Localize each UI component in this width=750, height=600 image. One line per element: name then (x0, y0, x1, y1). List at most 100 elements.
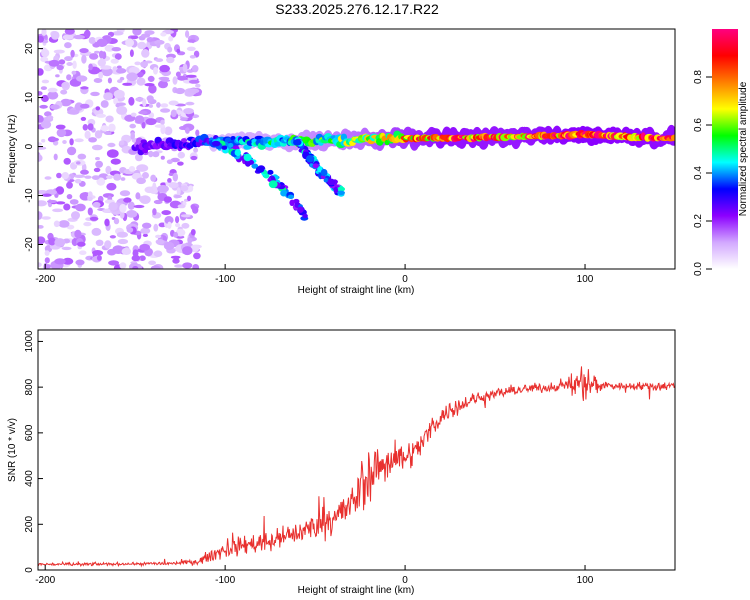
spectrogram-cell (158, 80, 168, 89)
spectrogram-cell (337, 190, 345, 195)
spectrogram-cell (38, 146, 47, 150)
spectrogram-cell (100, 125, 109, 132)
spectrogram-cell (188, 79, 200, 84)
y-tick-label: -20 (24, 237, 35, 252)
snr-series-line (38, 366, 675, 568)
spectrogram-cell (185, 74, 197, 78)
spectrogram-cell (54, 258, 66, 265)
spectrogram-cell (87, 123, 94, 131)
spectrogram-cell (84, 29, 91, 38)
spectrogram-cell (96, 255, 102, 261)
spectrogram-cell (129, 49, 134, 57)
spectrogram-cell (112, 66, 118, 71)
colorbar-tick-label: 0.0 (693, 262, 704, 276)
spectrogram-cell (164, 126, 173, 136)
colorbar-gradient (712, 29, 738, 269)
spectrogram-cell (38, 200, 47, 207)
x-tick-label: -100 (215, 274, 235, 285)
spectrogram-cell (289, 199, 295, 206)
spectrogram-cell (170, 109, 177, 118)
spectrogram-cell (63, 203, 71, 211)
spectrogram-cell (221, 145, 228, 150)
spectrogram-cell (55, 124, 66, 130)
spectrogram-cell (62, 257, 74, 265)
spectrogram-cell (161, 210, 171, 216)
spectrogram-cell (41, 79, 50, 84)
spectrogram-cell (168, 182, 179, 189)
spectrogram-cell (64, 42, 72, 49)
spectrogram-cell (58, 220, 70, 228)
spectrogram-cell (51, 137, 59, 142)
spectrogram-cell (126, 210, 138, 218)
spectrogram-cell (103, 208, 111, 213)
spectrogram-cell (66, 194, 73, 200)
spectrogram-cell (112, 245, 124, 255)
colorbar-tick-label: 0.4 (693, 166, 704, 180)
y-tick-label: 1000 (24, 330, 35, 353)
x-tick-label: -100 (215, 575, 235, 586)
spectrogram-cell (139, 195, 151, 205)
spectrogram-cell (135, 192, 141, 200)
spectrogram-cell (90, 91, 100, 97)
spectrogram-cell (182, 262, 193, 269)
snr-y-ticks: 0 200 400 600 800 1000 (24, 330, 43, 573)
spectrogram-cell (129, 123, 136, 129)
spectrogram-y-label: Frequency (Hz) (7, 115, 18, 184)
spectrogram-cell (147, 75, 155, 82)
spectrogram-cell (185, 101, 195, 106)
spectrogram-cell (112, 31, 124, 36)
spectrogram-x-ticks: -200 -100 0 100 (35, 264, 594, 285)
spectrogram-cell (190, 229, 196, 236)
spectrogram-cell (234, 148, 241, 157)
spectrogram-cell (95, 239, 104, 246)
spectrogram-cell (128, 166, 136, 172)
spectrogram-cell (88, 63, 93, 71)
spectrogram-cell (88, 137, 97, 143)
spectrogram-cell (180, 185, 189, 192)
spectrogram-cell (141, 121, 146, 129)
spectrogram-cell (190, 155, 198, 161)
spectrogram-cell (113, 97, 119, 105)
spectrogram-cell (73, 34, 85, 40)
x-tick-label: -200 (35, 575, 55, 586)
spectrogram-cell (104, 131, 112, 135)
spectrogram-cell (185, 30, 190, 38)
spectrogram-cell (133, 204, 145, 209)
spectrogram-cell (142, 98, 147, 107)
spectrogram-cell (287, 194, 295, 199)
spectrogram-cell (116, 231, 128, 238)
spectrogram-cell (337, 186, 345, 192)
spectrogram-cell (333, 186, 339, 194)
spectrogram-cell (52, 208, 64, 213)
spectrogram-cell (109, 235, 116, 239)
spectrogram-cell (76, 161, 81, 165)
spectrogram-cell (180, 214, 191, 218)
spectrogram-cell (195, 83, 201, 88)
spectrogram-cell (142, 222, 152, 229)
y-tick-label: 0 (24, 143, 35, 149)
spectrogram-cell (323, 177, 329, 183)
spectrogram-cell (160, 103, 169, 108)
spectrogram-cell (95, 106, 101, 111)
spectrogram-cell (160, 125, 166, 135)
spectrogram-y-ticks: -20 -10 0 10 20 (24, 43, 43, 252)
spectrogram-cell (53, 49, 65, 54)
spectrogram-cell (125, 38, 135, 47)
spectrogram-cell (44, 176, 52, 180)
spectrogram-cell (268, 180, 278, 189)
spectrogram-cell (156, 42, 161, 49)
spectrogram-cell (58, 59, 66, 65)
spectrogram-cell (38, 190, 48, 195)
spectrogram-cell (48, 59, 60, 67)
y-tick-label: 0 (24, 567, 35, 573)
spectrogram-cell (91, 144, 103, 151)
spectrogram-cell (41, 216, 51, 220)
spectrogram-cell (146, 95, 154, 102)
spectrogram-cell (174, 264, 184, 268)
spectrogram-cell (41, 48, 50, 58)
spectrogram-cell (74, 178, 82, 184)
spectrogram-cell (94, 50, 100, 54)
spectrogram-cell (163, 196, 172, 203)
spectrogram-cell (80, 103, 90, 109)
spectrogram-cell (153, 250, 163, 257)
